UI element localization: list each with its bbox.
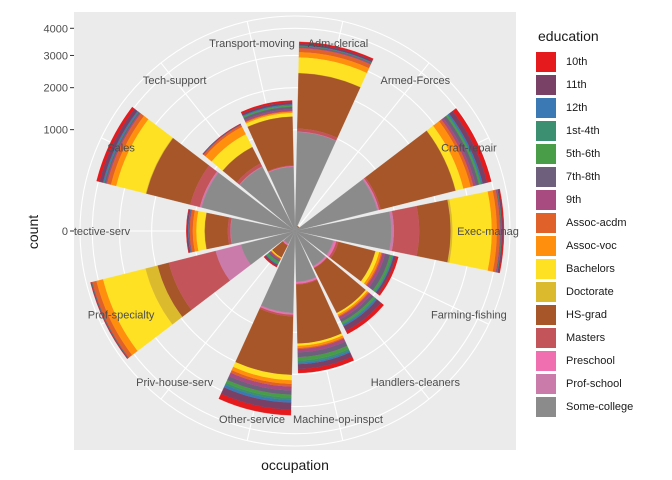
legend-label-hs-grad: HS-grad [566, 308, 607, 321]
legend-item-assoc-acdm: Assoc-acdm [536, 211, 633, 234]
legend-swatch-7th-8th [536, 166, 556, 187]
x-axis-title: occupation [261, 457, 329, 473]
legend-swatch-masters [536, 327, 556, 348]
category-label-machine-op-inspct: Machine-op-inspct [293, 414, 383, 426]
y-tick-label-2000: 2000 [44, 83, 68, 95]
category-label-craft-repair: Craft-repair [441, 142, 497, 154]
legend-label-assoc-voc: Assoc-voc [566, 239, 617, 252]
legend-label-prof-school: Prof-school [566, 377, 622, 390]
category-label-handlers-cleaners: Handlers-cleaners [371, 377, 461, 389]
legend-swatch-hs-grad [536, 304, 556, 325]
category-label-prof-specialty: Prof-specialty [88, 310, 155, 322]
bar-exec-managerial-masters [391, 205, 420, 257]
y-axis: 0 1000 2000 3000 4000 [44, 23, 74, 238]
bar-handlers-cleaners-some-college [294, 230, 326, 267]
category-label-armed-forces: Armed-Forces [380, 75, 450, 87]
stacked-bars [90, 41, 505, 416]
legend-swatch-10th [536, 51, 556, 72]
legend-label-12th: 12th [566, 101, 588, 114]
y-axis-title: count [25, 215, 41, 249]
bar-craft-repair-some-college [294, 179, 378, 232]
category-label-tech-support: Tech-support [143, 75, 207, 87]
legend-item-bachelors: Bachelors [536, 257, 633, 280]
category-label-protective-serv: tective-serv [74, 226, 131, 238]
legend-item-11th: 11th [536, 73, 633, 96]
y-tick-label-3000: 3000 [44, 50, 68, 62]
legend-item-some-college: Some-college [536, 395, 633, 418]
y-tick-label-0: 0 [62, 226, 68, 238]
category-label-sales: Sales [107, 142, 135, 154]
category-label-adm-clerical: Adm-clerical [308, 38, 369, 50]
bar-machine-op-inspct-some-college [294, 230, 317, 282]
legend-swatch-assoc-voc [536, 235, 556, 256]
bar-adm-clerical-some-college [294, 132, 337, 232]
category-label-transport-moving: Transport-moving [209, 38, 295, 50]
bar-exec-managerial-hs-grad [416, 199, 451, 263]
legend-items: 10th 11th 12th 1st-4th 5th-6th 7th-8th 9th Asso… [536, 50, 633, 418]
bar-tech-support-some-college [239, 166, 296, 232]
legend-label-9th: 9th [566, 193, 582, 206]
legend-item-masters: Masters [536, 326, 633, 349]
bar-other-service-some-college [261, 230, 296, 313]
bar-farming-fishing-some-college [294, 230, 334, 255]
bar-protective-serv-hs-grad [204, 212, 230, 250]
category-label-farming-fishing: Farming-fishing [431, 310, 507, 322]
legend: education 10th 11th 12th 1st-4th 5th-6th 7th-… [536, 28, 633, 418]
legend-item-9th: 9th [536, 188, 633, 211]
category-label-exec-managerial: Exec-manag [457, 226, 519, 238]
legend-label-assoc-acdm: Assoc-acdm [566, 216, 627, 229]
bar-priv-house-serv-some-college [283, 230, 296, 244]
legend-swatch-bachelors [536, 258, 556, 279]
legend-swatch-12th [536, 97, 556, 118]
legend-label-preschool: Preschool [566, 354, 615, 367]
grid-spoke-armed-forces [294, 62, 430, 232]
legend-label-some-college: Some-college [566, 400, 634, 413]
legend-item-10th: 10th [536, 50, 633, 73]
legend-swatch-1st-4th [536, 120, 556, 141]
legend-label-5th-6th: 5th-6th [566, 147, 601, 160]
legend-item-hs-grad: HS-grad [536, 303, 633, 326]
legend-swatch-5th-6th [536, 143, 556, 164]
legend-swatch-11th [536, 74, 556, 95]
legend-swatch-doctorate [536, 281, 556, 302]
bar-exec-managerial-some-college [294, 211, 392, 251]
legend-item-assoc-voc: Assoc-voc [536, 234, 633, 257]
bar-transport-moving-some-college [268, 166, 296, 232]
bar-protective-serv-some-college [230, 217, 296, 245]
legend-item-7th-8th: 7th-8th [536, 165, 633, 188]
legend-label-1st-4th: 1st-4th [566, 124, 600, 137]
legend-swatch-prof-school [536, 373, 556, 394]
legend-label-7th-8th: 7th-8th [566, 170, 601, 183]
legend-item-1st-4th: 1st-4th [536, 119, 633, 142]
legend-item-doctorate: Doctorate [536, 280, 633, 303]
legend-swatch-some-college [536, 396, 556, 417]
legend-title: education [538, 28, 599, 44]
legend-swatch-9th [536, 189, 556, 210]
legend-label-10th: 10th [566, 55, 588, 68]
y-tick-label-1000: 1000 [44, 125, 68, 137]
legend-item-preschool: Preschool [536, 349, 633, 372]
legend-swatch-assoc-acdm [536, 212, 556, 233]
legend-label-masters: Masters [566, 331, 606, 344]
legend-swatch-preschool [536, 350, 556, 371]
legend-label-11th: 11th [566, 78, 587, 91]
legend-label-doctorate: Doctorate [566, 285, 614, 298]
category-labels: Adm-clerical Armed-Forces Craft-repair Exec… [74, 38, 519, 426]
legend-label-bachelors: Bachelors [566, 262, 615, 275]
legend-item-prof-school: Prof-school [536, 372, 633, 395]
bar-prof-specialty-some-college [240, 230, 296, 265]
category-label-other-service: Other-service [219, 414, 285, 426]
bar-sales-some-college [201, 172, 296, 232]
y-tick-label-4000: 4000 [44, 23, 68, 35]
legend-item-5th-6th: 5th-6th [536, 142, 633, 165]
legend-item-12th: 12th [536, 96, 633, 119]
category-label-priv-house-serv: Priv-house-serv [136, 377, 214, 389]
